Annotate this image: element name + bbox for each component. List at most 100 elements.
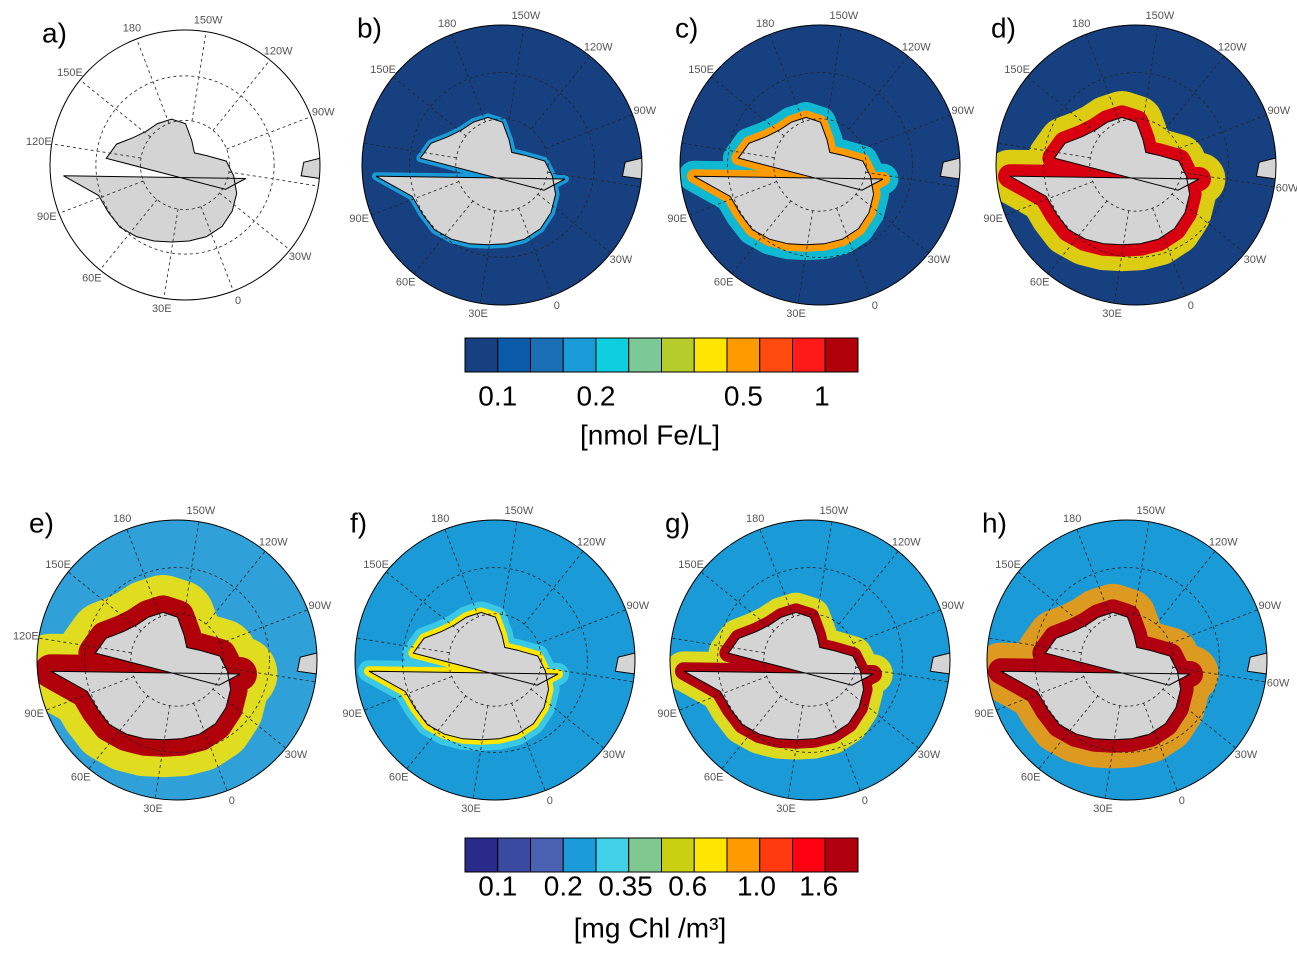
colorbar-tick-label: 1.0	[737, 870, 776, 901]
colorbar-swatch	[662, 838, 695, 872]
map-panel: 030W60W90W120W150W180150E90E60E30Ed)	[983, 10, 1297, 320]
meridian-label: 30E	[143, 803, 163, 815]
map-panel: 030W90W120W150W180150E90E60E30Ec)	[667, 10, 974, 320]
meridian-label: 60E	[71, 771, 91, 783]
meridian-label: 30W	[918, 749, 941, 761]
meridian-label: 0	[1179, 795, 1185, 807]
map-panel: 030W90W120W150W180150E120E90E60E30Ea)	[26, 15, 335, 315]
meridian-label: 90W	[942, 600, 965, 612]
colorbar-swatch	[465, 838, 498, 872]
meridian-label: 150W	[194, 15, 223, 27]
meridian-label: 120W	[892, 537, 921, 549]
colorbar-swatch	[629, 838, 662, 872]
colorbar-swatch	[563, 338, 596, 372]
meridian-label: 60E	[1021, 771, 1041, 783]
meridian-label: 120W	[902, 42, 931, 54]
colorbar-swatch	[760, 338, 793, 372]
meridian-label: 180	[1063, 513, 1081, 525]
meridian-label: 90W	[309, 600, 332, 612]
colorbar-unit: [mg Chl /m³]	[574, 912, 726, 943]
colorbar-swatch	[694, 338, 727, 372]
meridian-label: 30W	[610, 254, 633, 266]
meridian-label: 30W	[928, 254, 951, 266]
map-panel: 030W90W120W150W180150E90E60E30Eb)	[349, 10, 656, 320]
meridian-label: 90E	[24, 708, 44, 720]
colorbar-swatch	[793, 338, 826, 372]
colorbar-tick-label: 0.1	[478, 380, 517, 411]
meridian-label: 150W	[512, 10, 541, 22]
meridian-label: 150E	[678, 559, 704, 571]
colorbar-swatch	[465, 338, 498, 372]
meridian-label: 30E	[776, 803, 796, 815]
map-panel: 030W90W120W150W180150E120E90E60E30Ee)	[13, 505, 332, 815]
meridian-label: 150W	[830, 10, 859, 22]
meridian-label: 150W	[820, 505, 849, 517]
meridian-label: 30W	[603, 749, 626, 761]
meridian-label: 90E	[349, 213, 369, 225]
colorbar-swatch	[531, 838, 564, 872]
meridian-label: 90E	[342, 708, 362, 720]
colorbar-swatch	[596, 838, 629, 872]
colorbar-tick-label: 1.6	[799, 870, 838, 901]
meridian-label: 90W	[1268, 105, 1291, 117]
colorbar-swatch	[694, 838, 727, 872]
meridian-label: 120W	[264, 45, 293, 57]
meridian-label: 150W	[187, 505, 216, 517]
colorbar-swatch	[629, 338, 662, 372]
meridian-label: 150E	[45, 559, 71, 571]
meridian-label: 120W	[584, 42, 613, 54]
meridian-label: 0	[872, 300, 878, 312]
meridian-label: 90E	[37, 211, 57, 223]
colorbar-swatch	[727, 838, 760, 872]
colorbar-tick-label: 0.5	[724, 380, 763, 411]
meridian-label: 150E	[688, 64, 714, 76]
meridian-label: 30W	[1235, 749, 1258, 761]
meridian-label: 0	[862, 795, 868, 807]
meridian-label: 30E	[1102, 308, 1122, 320]
meridian-label: 30E	[152, 303, 172, 315]
colorbar-swatch	[760, 838, 793, 872]
meridian-label: 60W	[1267, 678, 1290, 690]
panel-label: c)	[675, 12, 698, 43]
meridian-label: 150W	[1137, 505, 1166, 517]
meridian-label: 90E	[667, 213, 687, 225]
meridian-label: 180	[1072, 18, 1090, 30]
meridian-label: 0	[547, 795, 553, 807]
panel-label: f)	[350, 507, 367, 538]
meridian-label: 180	[746, 513, 764, 525]
panel-label: g)	[665, 507, 690, 538]
meridian-label: 180	[431, 513, 449, 525]
meridian-label: 90W	[312, 107, 335, 119]
meridian-label: 60E	[1030, 276, 1050, 288]
colorbar-swatch	[596, 338, 629, 372]
meridian-label: 150E	[57, 67, 83, 79]
meridian-label: 0	[1188, 300, 1194, 312]
meridian-label: 150E	[363, 559, 389, 571]
meridian-label: 0	[229, 795, 235, 807]
panel-label: h)	[982, 507, 1007, 538]
meridian-label: 90W	[1259, 600, 1282, 612]
meridian-label: 60E	[396, 276, 416, 288]
colorbar-tick-label: 0.1	[478, 870, 517, 901]
colorbar-swatch	[825, 838, 858, 872]
panel-label: a)	[42, 17, 67, 48]
colorbar-swatch	[531, 338, 564, 372]
meridian-label: 60E	[389, 771, 409, 783]
meridian-label: 120W	[1218, 42, 1247, 54]
meridian-label: 30E	[1093, 803, 1113, 815]
meridian-label: 90W	[952, 105, 975, 117]
meridian-label: 30E	[461, 803, 481, 815]
meridian-label: 90W	[634, 105, 657, 117]
meridian-label: 60E	[714, 276, 734, 288]
meridian-label: 90W	[627, 600, 650, 612]
figure: 030W90W120W150W180150E120E90E60E30Ea)030…	[0, 0, 1297, 948]
meridian-label: 120W	[577, 537, 606, 549]
meridian-label: 90E	[657, 708, 677, 720]
meridian-label: 30W	[1244, 254, 1267, 266]
meridian-label: 120W	[259, 537, 288, 549]
meridian-label: 60E	[704, 771, 724, 783]
meridian-label: 60E	[82, 272, 102, 284]
meridian-label: 90E	[983, 213, 1003, 225]
